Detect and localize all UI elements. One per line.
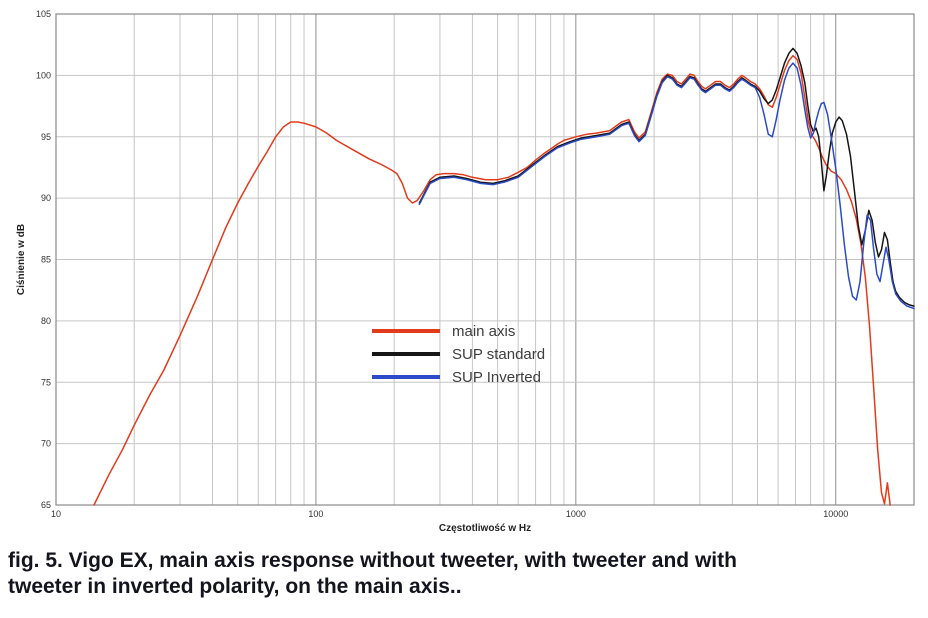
frequency-response-figure: 65 70 75 80 85 90 95 100 105 10 100 1000 10000 Często… [16, 9, 915, 534]
svg-text:105: 105 [36, 9, 51, 19]
legend-label-sup-standard: SUP standard [452, 346, 545, 363]
gridlines [55, 13, 915, 506]
svg-text:95: 95 [41, 132, 51, 142]
y-axis-tick-labels: 65 70 75 80 85 90 95 100 105 [36, 9, 51, 510]
svg-text:70: 70 [41, 439, 51, 449]
series-main-axis [93, 54, 891, 506]
svg-text:75: 75 [41, 377, 51, 387]
svg-text:85: 85 [41, 255, 51, 265]
frequency-response-chart: 65 70 75 80 85 90 95 100 105 10 100 1000 10000 Często… [16, 9, 915, 534]
x-axis-tick-labels: 10 100 1000 10000 [51, 509, 848, 519]
svg-text:10: 10 [51, 509, 61, 519]
x-axis-label: Częstotliwość w Hz [439, 523, 531, 534]
svg-text:65: 65 [41, 500, 51, 510]
svg-text:100: 100 [36, 70, 51, 80]
svg-text:1000: 1000 [566, 509, 586, 519]
plot-border [55, 13, 915, 506]
series-sup-standard [418, 47, 915, 307]
figure-caption: fig. 5. Vigo EX, main axis response with… [8, 549, 737, 599]
y-axis-label: Ciśnienie w dB [16, 224, 27, 295]
svg-text:80: 80 [41, 316, 51, 326]
legend-label-sup-inverted: SUP Inverted [452, 369, 541, 386]
legend: main axis SUP standard SUP Inverted [372, 323, 545, 386]
legend-label-main-axis: main axis [452, 323, 515, 340]
svg-text:90: 90 [41, 193, 51, 203]
series-sup-inverted [418, 62, 915, 310]
svg-text:10000: 10000 [823, 509, 848, 519]
svg-text:100: 100 [308, 509, 323, 519]
